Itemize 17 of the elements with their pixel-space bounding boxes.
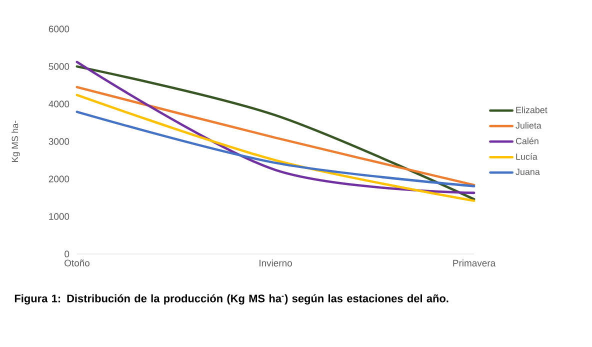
y-tick-label: 3000 [48, 138, 70, 145]
legend-label: Lucía [516, 153, 538, 160]
text: Figura 1: Distribución de la producción (Kg MS ha$^{-}$) según las estaciones del año. [14, 294, 448, 305]
legend-label: Juana [516, 168, 540, 175]
y-axis-title: Kg MS ha- [12, 120, 20, 162]
legend-label: Elizabet [516, 106, 548, 114]
y-tick-label: 1000 [49, 213, 70, 220]
y-tick-label: 0 [64, 250, 70, 258]
x-tick-label: Invierno [260, 260, 292, 266]
y-tick-label: 2000 [48, 176, 70, 182]
legend-label: Julieta [516, 122, 542, 129]
x-tick-label: Primavera [453, 260, 496, 266]
y-tick-label: 6000 [48, 26, 70, 32]
x-tick-label: Otoño [64, 260, 90, 266]
y-tick-label: 4000 [48, 100, 70, 108]
y-tick-label: 5000 [48, 63, 70, 70]
legend-label: Calén [516, 138, 538, 144]
